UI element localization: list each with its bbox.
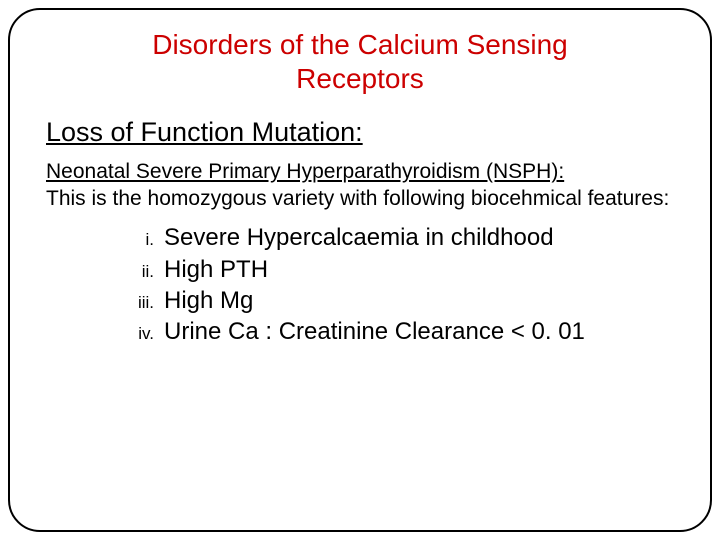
list-text: High Mg — [164, 285, 674, 316]
list-marker: ii. — [128, 261, 164, 283]
list-item: iv. Urine Ca : Creatinine Clearance < 0.… — [128, 316, 674, 347]
list-marker: i. — [128, 229, 164, 251]
feature-list: i. Severe Hypercalcaemia in childhood ii… — [46, 222, 674, 347]
list-item: ii. High PTH — [128, 254, 674, 285]
list-text: High PTH — [164, 254, 674, 285]
body-text: This is the homozygous variety with foll… — [46, 186, 674, 212]
sub-heading: Neonatal Severe Primary Hyperparathyroid… — [46, 160, 674, 184]
list-marker: iii. — [128, 292, 164, 314]
list-text: Urine Ca : Creatinine Clearance < 0. 01 — [164, 316, 674, 347]
list-item: iii. High Mg — [128, 285, 674, 316]
list-item: i. Severe Hypercalcaemia in childhood — [128, 222, 674, 253]
slide-title: Disorders of the Calcium Sensing Recepto… — [109, 28, 611, 95]
section-heading: Loss of Function Mutation: — [46, 117, 674, 148]
list-marker: iv. — [128, 323, 164, 345]
slide-frame: Disorders of the Calcium Sensing Recepto… — [8, 8, 712, 532]
list-text: Severe Hypercalcaemia in childhood — [164, 222, 674, 253]
